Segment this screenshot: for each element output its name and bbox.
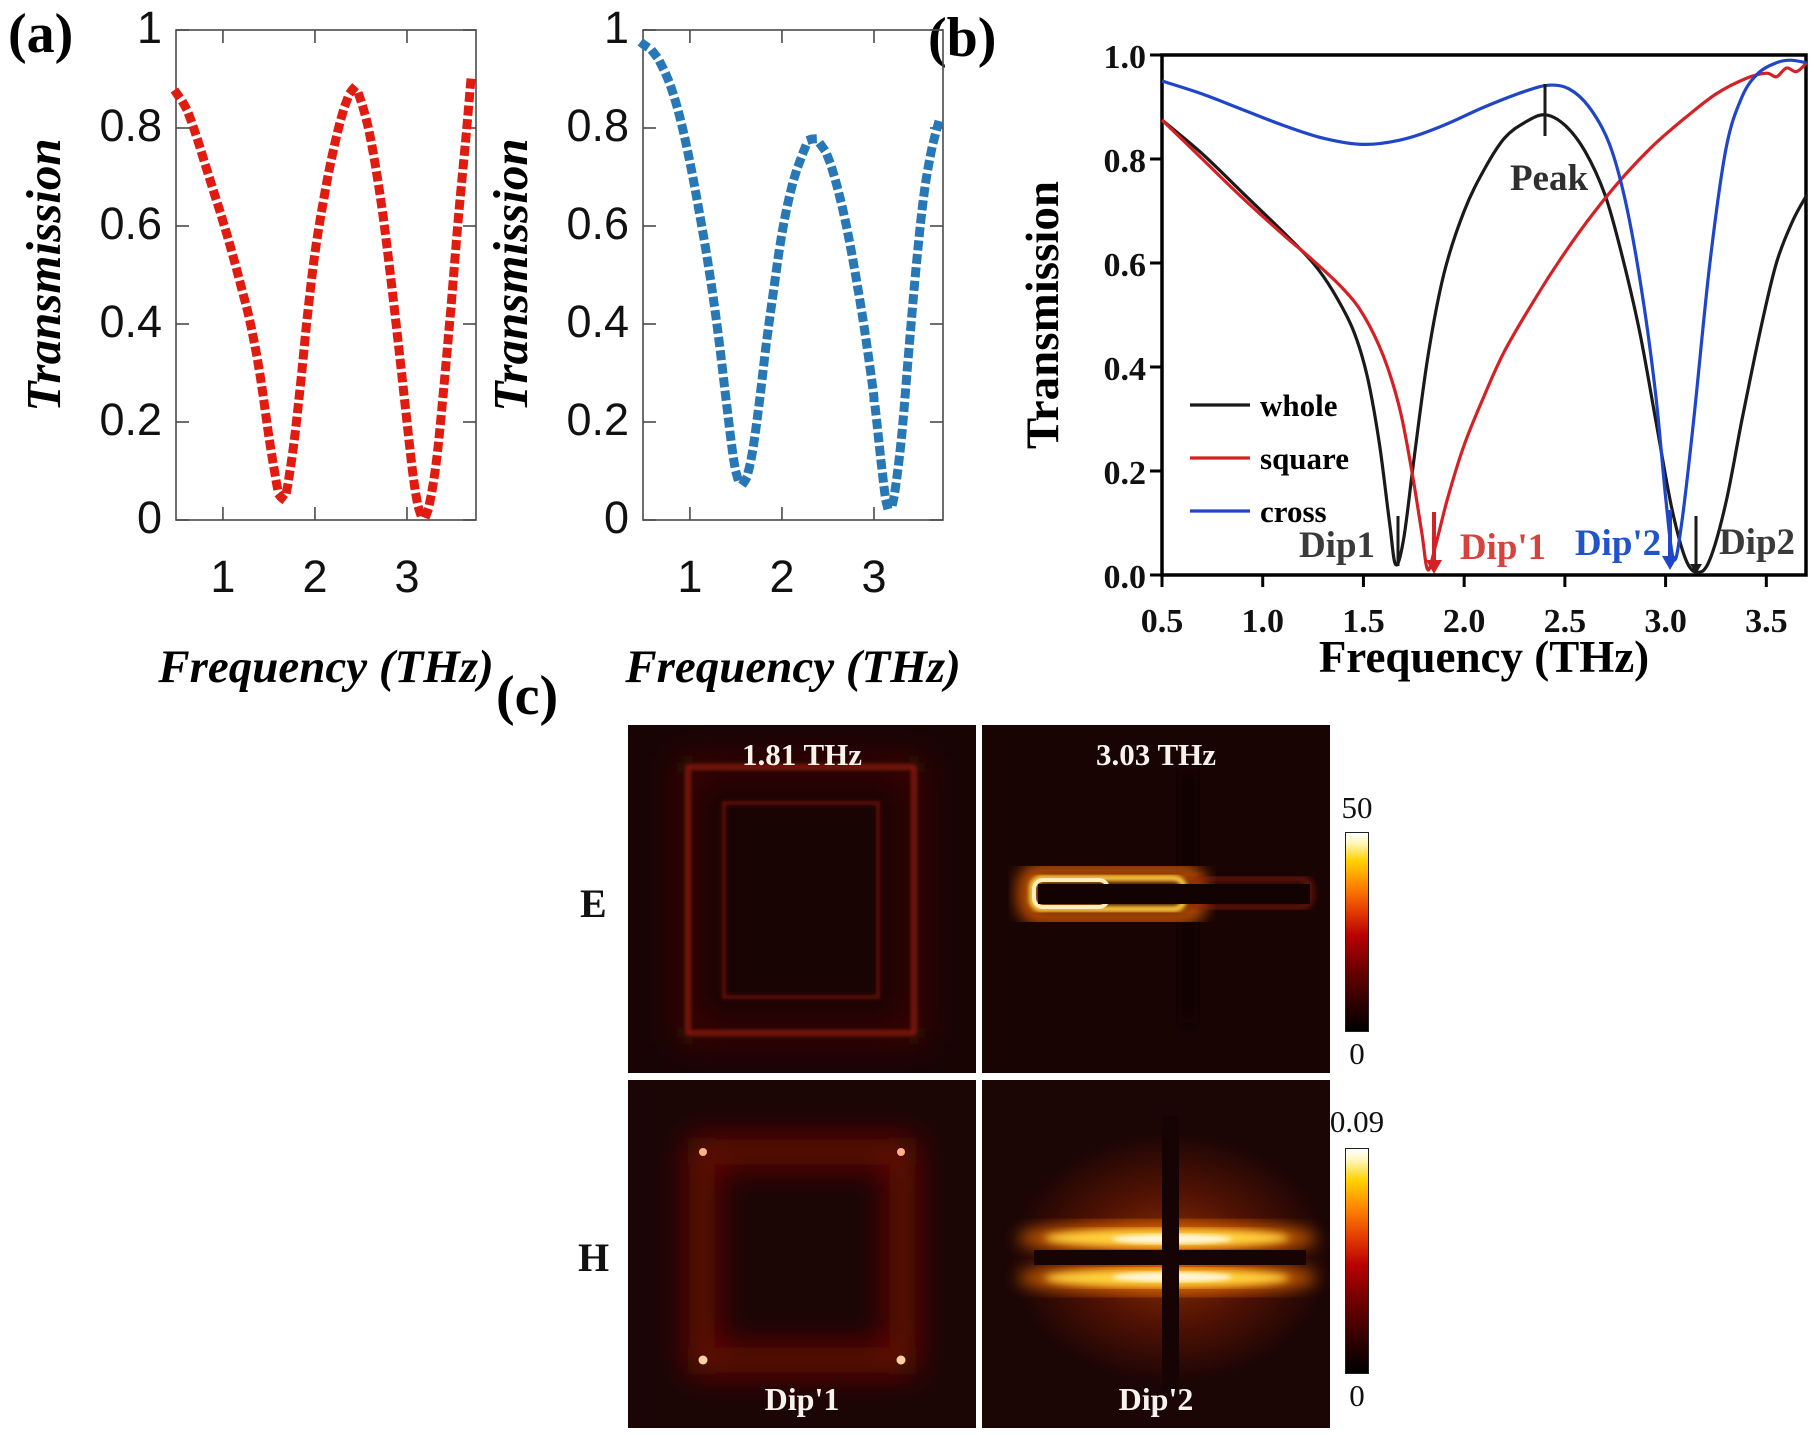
plot-b-ylabel: Transmission: [1017, 181, 1069, 449]
plot-a-right-frame: [642, 29, 944, 521]
tick-label: 2.0: [1443, 603, 1486, 640]
tick-label: 0.2: [566, 394, 629, 445]
legend-label-square: square: [1260, 441, 1349, 476]
plot-a-left-frame: [175, 29, 477, 521]
tick-label: 0.4: [566, 296, 629, 347]
tick-label: 1: [137, 2, 162, 53]
panel-a-label: (a): [8, 3, 73, 65]
tick-label: 0.2: [1104, 455, 1147, 492]
tick-label: 0: [604, 492, 629, 543]
tick-label: 1: [677, 551, 702, 602]
row-label-H: H: [578, 1235, 610, 1280]
heatmap-label-dip2p: Dip'2: [1119, 1381, 1194, 1417]
dip1-annotation: Dip1: [1299, 525, 1375, 566]
curve-b-whole: [1160, 113, 1809, 575]
colorbar-E-max: 50: [1341, 790, 1373, 825]
dip2-annotation: Dip2: [1719, 522, 1795, 563]
plot-a-right-ticks: 1 2 3 1 0.8 0.6 0.4 0.2 0: [566, 2, 943, 602]
tick-label: 3: [394, 551, 419, 602]
plot-a-left-ticks: 1 2 3 1 0.8 0.6 0.4 0.2 0: [99, 2, 476, 602]
heatmap-E-1.81THz: 1.81 THz: [628, 725, 976, 1073]
plot-a-right-xlabel: Frequency (THz): [624, 641, 960, 693]
panel-c-label: (c): [496, 665, 559, 727]
tick-label: 2: [302, 551, 327, 602]
tick-label: 0.8: [1104, 143, 1147, 180]
legend-label-whole: whole: [1260, 388, 1338, 423]
plot-b-xlabel: Frequency (THz): [1319, 632, 1649, 682]
tick-label: 1.0: [1241, 603, 1284, 640]
colorbar-H-min: 0: [1349, 1378, 1365, 1413]
colorbar-E-min: 0: [1349, 1036, 1365, 1071]
curve-a-left-red-dashed: [170, 69, 477, 523]
tick-label: 0.4: [99, 296, 162, 347]
tick-label: 1: [604, 2, 629, 53]
tick-label: 3: [861, 551, 886, 602]
colorbar-H-max: 0.09: [1329, 1104, 1385, 1139]
tick-label: 0.0: [1104, 559, 1147, 596]
tick-label: 2.5: [1544, 603, 1587, 640]
dip2p-annotation: Dip'2: [1575, 523, 1661, 564]
dip1p-arrow-head: [1426, 560, 1442, 574]
plot-b-legend: whole square cross: [1190, 388, 1349, 529]
tick-label: 0.8: [99, 100, 162, 151]
dip1p-annotation: Dip'1: [1460, 527, 1546, 568]
heatmap-E-3.03THz: 3.03 THz: [982, 725, 1330, 1073]
dip2p-arrow-head: [1662, 556, 1678, 570]
plot-a-left: 1 2 3 1 0.8 0.6 0.4 0.2 0 Transmission Frequency…: [16, 2, 494, 693]
curve-b-square: [1160, 61, 1808, 572]
plot-a-left-ylabel: Transmission: [16, 138, 71, 411]
plot-b-frame: [1160, 53, 1808, 577]
curve-b-cross: [1161, 58, 1807, 562]
row-label-E: E: [580, 881, 607, 926]
tick-label: 1: [210, 551, 235, 602]
tick-label: 0.5: [1141, 603, 1184, 640]
tick-label: 0.4: [1104, 351, 1147, 388]
tick-label: 0.6: [99, 198, 162, 249]
legend-label-cross: cross: [1260, 494, 1327, 529]
heatmap-H-dip1p: Dip'1: [628, 1080, 976, 1428]
heatmap-title-1.81THz: 1.81 THz: [742, 737, 862, 772]
tick-label: 0.6: [566, 198, 629, 249]
curve-a-right-blue-dashed: [637, 38, 944, 513]
panel-b-label: (b): [928, 7, 996, 69]
colorbar-E: [1345, 832, 1369, 1032]
dip2-arrow-head: [1690, 564, 1702, 574]
tick-label: 0: [137, 492, 162, 543]
heatmap-title-3.03THz: 3.03 THz: [1096, 737, 1216, 772]
tick-label: 2: [769, 551, 794, 602]
plot-a-right: 1 2 3 1 0.8 0.6 0.4 0.2 0 Transmission Frequency…: [483, 2, 961, 693]
plot-b-ticks: 0.5 1.0 1.5 2.0 2.5 3.0 3.5 1.0 0.8 0.6 0.4 0.2 0.0: [1104, 39, 1788, 640]
plot-b: 0.5 1.0 1.5 2.0 2.5 3.0 3.51.00.80.60.40.20.0 …: [1017, 39, 1809, 682]
colorbar-H: [1345, 1148, 1369, 1374]
plot-a-left-xlabel: Frequency (THz): [157, 641, 493, 693]
tick-label: 1.5: [1342, 603, 1385, 640]
tick-label: 0.8: [566, 100, 629, 151]
heatmap-label-dip1p: Dip'1: [765, 1381, 840, 1417]
heatmap-H-dip2p: Dip'2: [982, 1080, 1330, 1428]
tick-label: 3.5: [1745, 603, 1788, 640]
peak-annotation: Peak: [1510, 158, 1589, 199]
plot-a-right-ylabel: Transmission: [483, 138, 538, 411]
plot-b-annotations: Peak Dip1 Dip'1 Dip'2 Dip2: [1299, 84, 1795, 574]
tick-label: 0.6: [1104, 247, 1147, 284]
tick-label: 1.0: [1104, 39, 1147, 76]
tick-label: 0.2: [99, 394, 162, 445]
tick-label: 3.0: [1644, 603, 1687, 640]
